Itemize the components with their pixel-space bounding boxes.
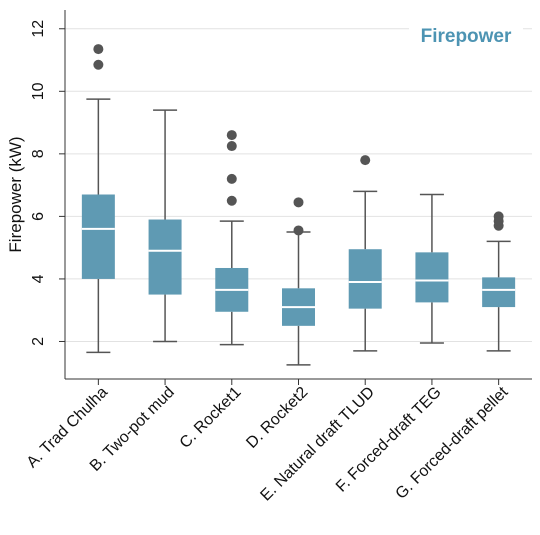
y-tick-label: 4 bbox=[30, 274, 47, 283]
y-tick-label: 10 bbox=[30, 82, 47, 100]
x-tick-label: C. Rocket1 bbox=[177, 384, 245, 452]
outlier-point bbox=[226, 173, 237, 184]
y-tick-label: 2 bbox=[30, 337, 47, 346]
title-background bbox=[409, 20, 523, 50]
y-tick-label: 8 bbox=[30, 149, 47, 158]
outlier-point bbox=[493, 211, 504, 222]
outlier-point bbox=[360, 155, 371, 166]
box-group bbox=[148, 109, 182, 343]
iqr-box bbox=[415, 252, 449, 303]
y-tick-label: 12 bbox=[30, 20, 47, 38]
x-tick-label: G. Forced-draft pellet bbox=[393, 383, 512, 502]
box-group bbox=[348, 155, 382, 352]
box-series bbox=[81, 44, 516, 366]
box-group bbox=[81, 44, 115, 354]
outlier-point bbox=[226, 141, 237, 152]
outlier-point bbox=[293, 197, 304, 208]
y-tick-label: 6 bbox=[30, 212, 47, 221]
outlier-point bbox=[226, 195, 237, 206]
box-group bbox=[282, 197, 315, 366]
x-tick-label: E. Natural draft TLUD bbox=[257, 384, 378, 505]
iqr-box bbox=[482, 277, 516, 308]
chart-title: Firepower bbox=[421, 26, 512, 47]
x-tick-label: D. Rocket2 bbox=[243, 384, 311, 452]
outlier-point bbox=[293, 225, 304, 236]
iqr-box bbox=[81, 194, 115, 279]
outlier-point bbox=[93, 59, 104, 70]
iqr-box bbox=[348, 249, 382, 309]
outlier-point bbox=[226, 130, 237, 141]
box-group bbox=[415, 193, 449, 344]
iqr-box bbox=[148, 219, 182, 295]
y-axis-ticks: 2 4 6 8 10 12 bbox=[30, 20, 65, 346]
box-group bbox=[215, 130, 249, 346]
box-group bbox=[482, 211, 516, 352]
outlier-point bbox=[93, 44, 104, 55]
y-axis-label: Firepower (kW) bbox=[6, 136, 25, 252]
